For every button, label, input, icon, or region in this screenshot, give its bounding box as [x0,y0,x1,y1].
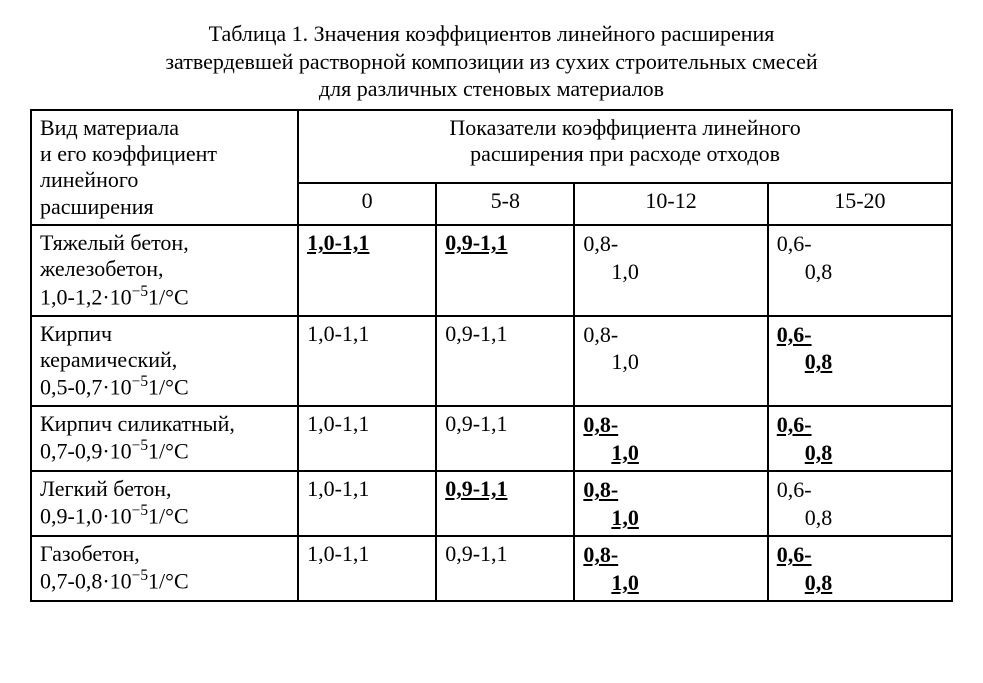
table-row: Газобетон,0,7-0,8·10−51/°C1,0-1,10,9-1,1… [31,536,952,601]
row-label: Тяжелый бетон, железобетон,1,0-1,2·10−51… [31,225,298,316]
table-row: Кирпич керамический,0,5-0,7·10−51/°C1,0-… [31,316,952,407]
caption-line-1: Таблица 1. Значения коэффициентов линейн… [209,21,775,46]
data-cell: 0,9-1,1 [436,316,574,407]
caption-line-3: для различных стеновых материалов [319,76,664,101]
header-group-l1: Показатели коэффициента линейного [449,115,800,140]
data-cell: 1,0-1,1 [298,406,436,471]
header-rowlabel-l1: Вид материала [40,115,179,140]
table-row: Легкий бетон, 0,9-1,0·10−51/°C1,0-1,10,9… [31,471,952,536]
data-cell: 0,8-1,0 [574,316,767,407]
data-cell: 1,0-1,1 [298,536,436,601]
row-label: Легкий бетон, 0,9-1,0·10−51/°C [31,471,298,536]
row-label: Кирпич силикатный,0,7-0,9·10−51/°C [31,406,298,471]
col-header-3: 15-20 [768,183,952,225]
col-header-2: 10-12 [574,183,767,225]
table-header-row-1: Вид материала и его коэффициент линейног… [31,110,952,183]
data-cell: 0,6-0,8 [768,471,952,536]
row-label: Кирпич керамический,0,5-0,7·10−51/°C [31,316,298,407]
data-cell: 0,6-0,8 [768,536,952,601]
header-rowlabel-l4: расширения [40,194,154,219]
data-cell: 0,6-0,8 [768,316,952,407]
header-rowlabel-l3: линейного [40,167,138,192]
table-row: Тяжелый бетон, железобетон,1,0-1,2·10−51… [31,225,952,316]
data-table: Вид материала и его коэффициент линейног… [30,109,953,603]
data-cell: 0,8-1,0 [574,225,767,316]
table-body: Тяжелый бетон, железобетон,1,0-1,2·10−51… [31,225,952,601]
data-cell: 0,9-1,1 [436,536,574,601]
header-group-l2: расширения при расходе отходов [470,141,780,166]
data-cell: 0,8-1,0 [574,471,767,536]
data-cell: 0,9-1,1 [436,225,574,316]
table-row: Кирпич силикатный,0,7-0,9·10−51/°C1,0-1,… [31,406,952,471]
caption-line-2: затвердевшей растворной композиции из су… [165,49,817,74]
data-cell: 0,8-1,0 [574,406,767,471]
col-header-0: 0 [298,183,436,225]
data-cell: 0,9-1,1 [436,406,574,471]
header-rowlabel-l2: и его коэффициент [40,141,217,166]
table-caption: Таблица 1. Значения коэффициентов линейн… [30,20,953,103]
data-cell: 1,0-1,1 [298,316,436,407]
data-cell: 1,0-1,1 [298,471,436,536]
row-label: Газобетон,0,7-0,8·10−51/°C [31,536,298,601]
data-cell: 0,6-0,8 [768,225,952,316]
col-header-1: 5-8 [436,183,574,225]
header-rowlabel: Вид материала и его коэффициент линейног… [31,110,298,226]
header-group: Показатели коэффициента линейного расшир… [298,110,952,183]
data-cell: 0,8-1,0 [574,536,767,601]
data-cell: 0,6-0,8 [768,406,952,471]
data-cell: 1,0-1,1 [298,225,436,316]
data-cell: 0,9-1,1 [436,471,574,536]
